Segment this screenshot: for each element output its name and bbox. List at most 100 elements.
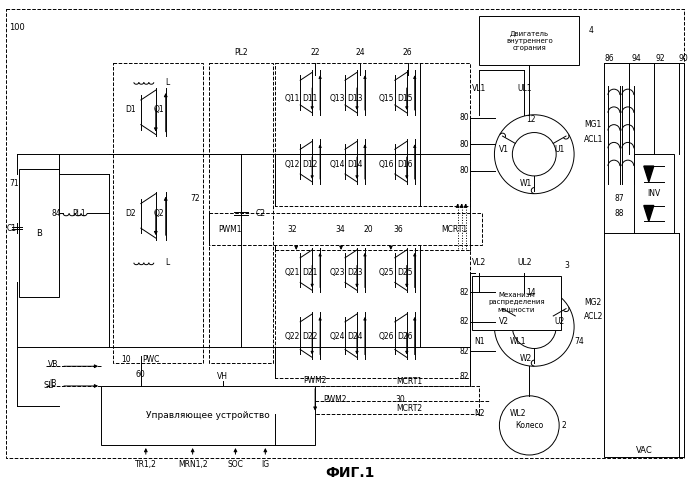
Text: D15: D15: [397, 94, 412, 103]
Text: Двигатель
внутреннего
сгорания: Двигатель внутреннего сгорания: [506, 31, 553, 51]
Text: B: B: [36, 228, 42, 238]
Text: 30: 30: [395, 395, 405, 404]
Text: V2: V2: [499, 317, 510, 326]
Text: 12: 12: [526, 115, 536, 124]
Text: D25: D25: [397, 268, 412, 277]
Polygon shape: [644, 205, 654, 221]
Text: Q25: Q25: [379, 268, 395, 277]
Text: 20: 20: [363, 225, 373, 234]
Text: ФИГ.1: ФИГ.1: [325, 466, 375, 480]
Text: Механизм
распределения
мощности: Механизм распределения мощности: [488, 292, 545, 312]
Text: D26: D26: [397, 332, 412, 341]
Text: Q26: Q26: [379, 332, 395, 341]
Text: 86: 86: [604, 54, 614, 63]
Text: C1: C1: [6, 224, 16, 233]
Text: 71: 71: [9, 179, 19, 188]
Text: 4: 4: [589, 27, 593, 36]
Text: 90: 90: [679, 54, 689, 63]
Text: D11: D11: [303, 94, 318, 103]
Text: D1: D1: [126, 106, 136, 114]
Text: 22: 22: [310, 48, 320, 57]
Bar: [101, 386, 315, 445]
Text: D13: D13: [347, 94, 363, 103]
Text: U1: U1: [554, 145, 564, 154]
Text: Q11: Q11: [284, 94, 300, 103]
Bar: [208, 63, 273, 363]
Text: PWC: PWC: [142, 355, 159, 364]
Text: Q2: Q2: [154, 209, 164, 218]
Text: 74: 74: [574, 337, 584, 346]
Text: 82: 82: [460, 347, 469, 356]
Text: 82: 82: [460, 317, 469, 326]
Text: 82: 82: [460, 372, 469, 381]
Text: ACL2: ACL2: [584, 312, 603, 321]
Text: 26: 26: [403, 48, 412, 57]
Text: Q23: Q23: [329, 268, 345, 277]
Bar: [113, 63, 203, 363]
Text: PWM2: PWM2: [324, 395, 347, 404]
Text: UL1: UL1: [517, 84, 531, 93]
Text: 32: 32: [287, 225, 297, 234]
Text: Q13: Q13: [329, 94, 345, 103]
Polygon shape: [644, 166, 654, 182]
Text: 72: 72: [191, 194, 201, 203]
Text: SL: SL: [43, 381, 53, 390]
Text: MCRT1: MCRT1: [397, 376, 423, 386]
Bar: [275, 63, 470, 205]
Text: Q16: Q16: [379, 160, 395, 169]
Text: MCRT1: MCRT1: [442, 225, 468, 234]
Text: 82: 82: [460, 288, 469, 297]
Text: 14: 14: [526, 288, 536, 297]
Text: PL1: PL1: [72, 209, 86, 218]
Text: D22: D22: [303, 332, 318, 341]
Bar: [472, 276, 561, 330]
Text: D21: D21: [303, 268, 318, 277]
Text: 87: 87: [614, 194, 624, 203]
Text: WL1: WL1: [510, 337, 526, 346]
Text: Q24: Q24: [329, 332, 345, 341]
Text: Q12: Q12: [284, 160, 300, 169]
Text: 60: 60: [136, 370, 145, 379]
Text: MG1: MG1: [584, 120, 601, 129]
Text: D24: D24: [347, 332, 363, 341]
Text: D23: D23: [347, 268, 363, 277]
Text: UL2: UL2: [517, 258, 531, 267]
Text: Q22: Q22: [284, 332, 300, 341]
Text: C2: C2: [255, 209, 266, 218]
Text: 36: 36: [393, 225, 403, 234]
Text: Q21: Q21: [284, 268, 300, 277]
Text: ACL1: ACL1: [584, 135, 603, 144]
Text: VH: VH: [217, 372, 228, 381]
Text: VAC: VAC: [635, 445, 652, 455]
Text: U2: U2: [554, 317, 564, 326]
Text: D2: D2: [126, 209, 136, 218]
Text: L: L: [166, 258, 170, 267]
Text: IG: IG: [261, 460, 269, 469]
Bar: [275, 386, 480, 414]
Text: 10: 10: [121, 355, 131, 364]
Bar: [20, 169, 59, 297]
Bar: [208, 214, 482, 245]
Bar: [480, 16, 579, 66]
Text: N2: N2: [475, 409, 485, 418]
Text: MG2: MG2: [584, 298, 601, 307]
Text: TR1,2: TR1,2: [135, 460, 157, 469]
Text: 34: 34: [335, 225, 345, 234]
Bar: [275, 250, 470, 378]
Text: WL2: WL2: [510, 409, 526, 418]
Text: VL2: VL2: [473, 258, 487, 267]
Text: 24: 24: [355, 48, 365, 57]
Text: Колесо: Колесо: [515, 421, 543, 430]
Text: 94: 94: [632, 54, 642, 63]
Text: MCRT2: MCRT2: [397, 404, 423, 413]
Text: L: L: [166, 78, 170, 87]
Text: 3: 3: [565, 261, 570, 270]
Text: 92: 92: [656, 54, 665, 63]
Text: D14: D14: [347, 160, 363, 169]
Text: PL2: PL2: [235, 48, 248, 57]
Text: 80: 80: [460, 140, 469, 149]
Text: SOC: SOC: [227, 460, 243, 469]
Text: W1: W1: [520, 179, 533, 188]
Text: VL1: VL1: [473, 84, 487, 93]
Text: 80: 80: [460, 113, 469, 122]
